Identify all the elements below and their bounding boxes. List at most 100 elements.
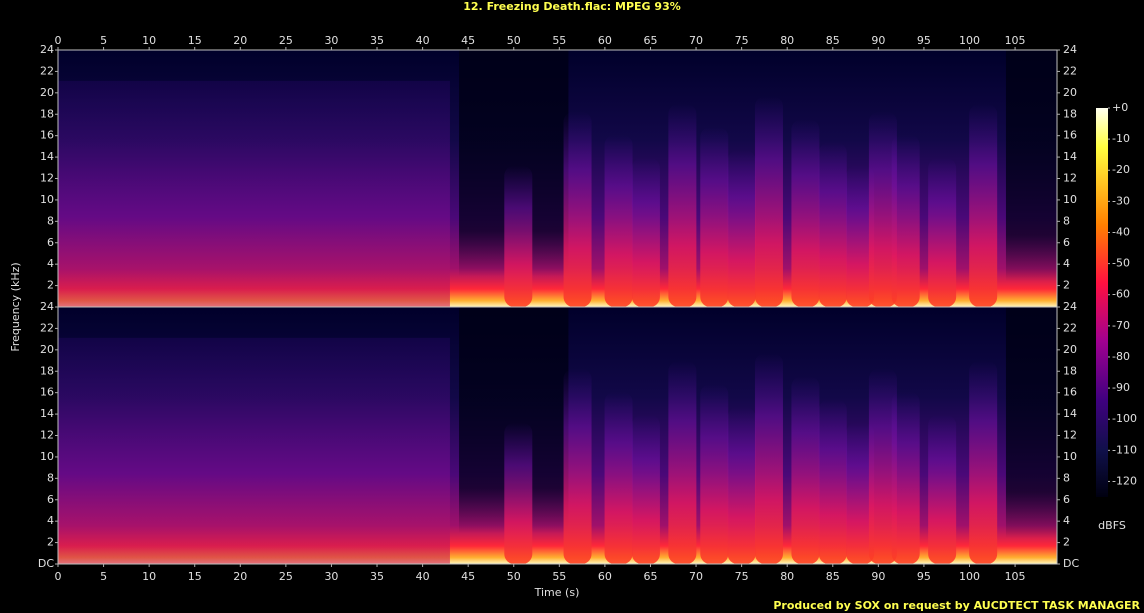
x-tick-label: 35 bbox=[370, 34, 384, 47]
y-tick-label-right: 14 bbox=[1063, 150, 1077, 163]
x-tick-label: 105 bbox=[1005, 570, 1026, 583]
x-tick-label: 70 bbox=[689, 570, 703, 583]
x-tick-label: 60 bbox=[598, 34, 612, 47]
x-tick-label: 10 bbox=[142, 570, 156, 583]
x-tick-label: 30 bbox=[324, 570, 338, 583]
y-tick-label: 20 bbox=[40, 343, 54, 356]
x-tick-label: 50 bbox=[507, 570, 521, 583]
y-tick-label-right: 2 bbox=[1063, 279, 1070, 292]
y-tick-label: 20 bbox=[40, 86, 54, 99]
y-tick-label: 18 bbox=[40, 364, 54, 377]
y-tick-label-right: 8 bbox=[1063, 214, 1070, 227]
colorbar-tick-label: -110 bbox=[1112, 443, 1137, 456]
y-tick-label-right: 18 bbox=[1063, 364, 1077, 377]
spectrum-burst bbox=[969, 360, 998, 564]
spectrum-burst bbox=[727, 150, 756, 307]
y-tick-label: 8 bbox=[47, 471, 54, 484]
spectrum-burst bbox=[868, 368, 897, 564]
y-tick-label-right: 8 bbox=[1063, 471, 1070, 484]
spectrum-quiet bbox=[1005, 50, 1057, 282]
y-tick-label-right: 4 bbox=[1063, 257, 1070, 270]
y-tick-label: 6 bbox=[47, 236, 54, 249]
x-tick-label: 45 bbox=[461, 570, 475, 583]
x-tick-label: 10 bbox=[142, 34, 156, 47]
colorbar-tick-label: -60 bbox=[1112, 288, 1130, 301]
y-tick-label: 22 bbox=[40, 64, 54, 77]
spectrum-burst bbox=[727, 407, 756, 564]
y-tick-label-right: 20 bbox=[1063, 86, 1077, 99]
x-tick-label: 85 bbox=[826, 34, 840, 47]
colorbar-tick-label: -20 bbox=[1112, 163, 1130, 176]
colorbar-tick-label: -100 bbox=[1112, 412, 1137, 425]
y-tick-label-right: 12 bbox=[1063, 172, 1077, 185]
y-tick-label-right: 20 bbox=[1063, 343, 1077, 356]
y-tick-label-right: 12 bbox=[1063, 429, 1077, 442]
colorbar-tick-label: -10 bbox=[1112, 132, 1130, 145]
y-tick-label-right: 24 bbox=[1063, 300, 1077, 313]
x-tick-label: 70 bbox=[689, 34, 703, 47]
spectrum-burst bbox=[754, 96, 783, 307]
y-tick-label-right: 14 bbox=[1063, 407, 1077, 420]
x-tick-label: 60 bbox=[598, 570, 612, 583]
footer: Produced by SOX on request by AUCDTECT T… bbox=[773, 599, 1140, 612]
x-tick-label: 65 bbox=[643, 34, 657, 47]
y-tick-label: 16 bbox=[40, 129, 54, 142]
y-tick-label: 12 bbox=[40, 172, 54, 185]
x-tick-label: 20 bbox=[233, 34, 247, 47]
spectrum-burst bbox=[504, 422, 533, 564]
y-tick-label: 4 bbox=[47, 514, 54, 527]
x-axis-label: Time (s) bbox=[534, 586, 580, 599]
x-tick-label: 100 bbox=[959, 34, 980, 47]
spectrum-burst bbox=[928, 414, 957, 564]
spectrum-early bbox=[58, 337, 450, 564]
x-tick-label: 5 bbox=[100, 570, 107, 583]
x-tick-label: 40 bbox=[416, 570, 430, 583]
spectrum-burst bbox=[868, 111, 897, 308]
chart-title: 12. Freezing Death.flac: MPEG 93% bbox=[463, 0, 681, 13]
spectrum-burst bbox=[563, 368, 592, 564]
colorbar-tick-label: -120 bbox=[1112, 474, 1137, 487]
x-tick-label: 0 bbox=[55, 570, 62, 583]
x-tick-label: 20 bbox=[233, 570, 247, 583]
spectrum-burst bbox=[846, 165, 875, 307]
y-tick-label: DC bbox=[38, 557, 54, 570]
colorbar-tick-label: -80 bbox=[1112, 350, 1130, 363]
y-tick-label: 14 bbox=[40, 150, 54, 163]
x-tick-label: 0 bbox=[55, 34, 62, 47]
y-tick-label: 24 bbox=[40, 300, 54, 313]
x-tick-label: 95 bbox=[917, 34, 931, 47]
y-tick-label-right: 22 bbox=[1063, 64, 1077, 77]
spectrum-burst bbox=[754, 353, 783, 564]
spectrum-burst bbox=[891, 391, 920, 564]
spectrum-burst bbox=[631, 414, 660, 564]
colorbar bbox=[1096, 108, 1108, 497]
x-tick-label: 55 bbox=[552, 570, 566, 583]
x-tick-label: 85 bbox=[826, 570, 840, 583]
spectrum-burst bbox=[563, 111, 592, 308]
x-tick-label: 45 bbox=[461, 34, 475, 47]
x-tick-label: 50 bbox=[507, 34, 521, 47]
x-tick-label: 100 bbox=[959, 570, 980, 583]
y-tick-label-right: 2 bbox=[1063, 536, 1070, 549]
y-tick-label-right: 10 bbox=[1063, 450, 1077, 463]
spectrum-burst bbox=[631, 157, 660, 307]
y-tick-label-right: 22 bbox=[1063, 321, 1077, 334]
spectrum-burst bbox=[846, 422, 875, 564]
y-tick-label-right: DC bbox=[1063, 557, 1079, 570]
spectrum-burst bbox=[668, 360, 697, 564]
colorbar-tick-label: -90 bbox=[1112, 381, 1130, 394]
spectrum-burst bbox=[504, 165, 533, 307]
x-tick-label: 80 bbox=[780, 34, 794, 47]
x-tick-label: 35 bbox=[370, 570, 384, 583]
y-tick-label-right: 24 bbox=[1063, 43, 1077, 56]
spectrum-burst bbox=[891, 134, 920, 307]
y-tick-label: 24 bbox=[40, 43, 54, 56]
x-tick-label: 15 bbox=[188, 34, 202, 47]
spectrum-burst bbox=[604, 391, 633, 564]
y-tick-label: 2 bbox=[47, 279, 54, 292]
x-tick-label: 30 bbox=[324, 34, 338, 47]
y-tick-label: 14 bbox=[40, 407, 54, 420]
y-tick-label: 12 bbox=[40, 429, 54, 442]
x-tick-label: 5 bbox=[100, 34, 107, 47]
